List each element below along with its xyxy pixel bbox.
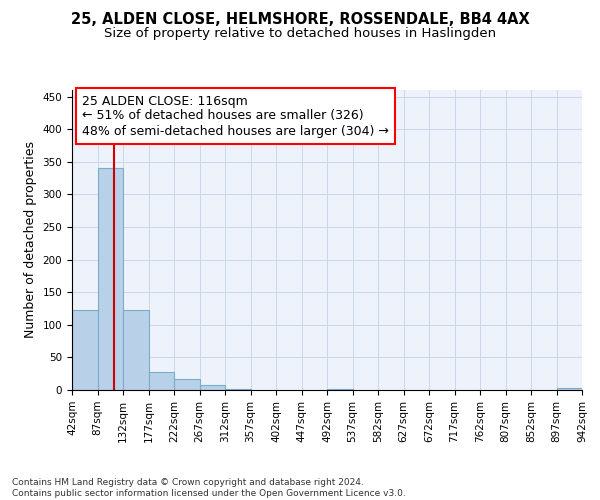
Bar <box>327 388 353 390</box>
Bar <box>72 310 97 390</box>
Text: Contains HM Land Registry data © Crown copyright and database right 2024.
Contai: Contains HM Land Registry data © Crown c… <box>12 478 406 498</box>
Bar <box>149 372 174 390</box>
Bar <box>174 379 199 390</box>
Text: 25, ALDEN CLOSE, HELMSHORE, ROSSENDALE, BB4 4AX: 25, ALDEN CLOSE, HELMSHORE, ROSSENDALE, … <box>71 12 529 28</box>
Bar <box>225 388 251 390</box>
Bar <box>123 310 149 390</box>
Bar <box>199 386 225 390</box>
Text: Size of property relative to detached houses in Haslingden: Size of property relative to detached ho… <box>104 28 496 40</box>
Bar <box>97 168 123 390</box>
Bar <box>557 388 582 390</box>
Y-axis label: Number of detached properties: Number of detached properties <box>24 142 37 338</box>
Text: 25 ALDEN CLOSE: 116sqm
← 51% of detached houses are smaller (326)
48% of semi-de: 25 ALDEN CLOSE: 116sqm ← 51% of detached… <box>82 94 389 138</box>
